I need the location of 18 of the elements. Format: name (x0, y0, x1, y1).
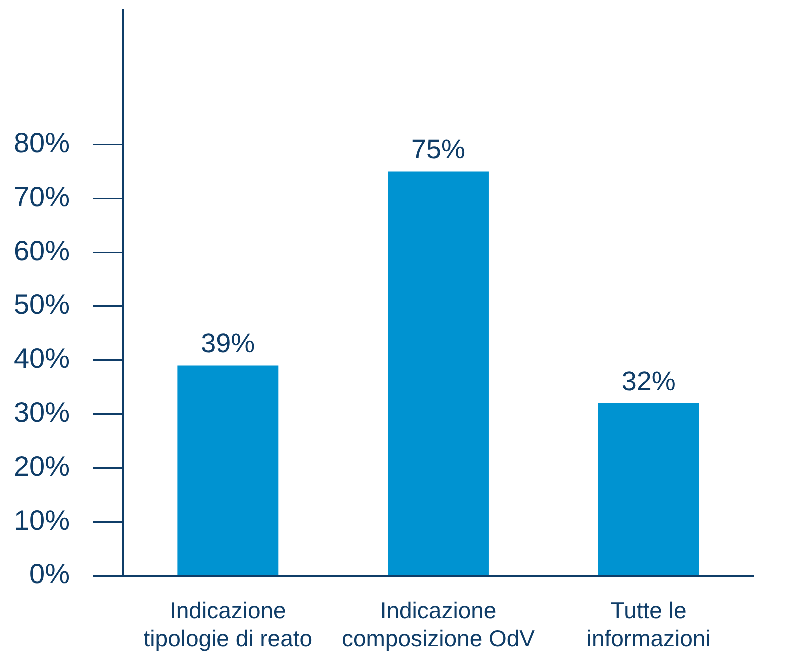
data-label: 32% (622, 366, 676, 396)
x-tick-label: Indicazione composizione OdV (342, 597, 536, 652)
x-tick-label: Indicazione tipologie di reato (144, 597, 313, 652)
y-tick-label: 20% (14, 450, 70, 482)
y-tick-label: 30% (14, 397, 70, 428)
y-tick-label: 60% (14, 235, 70, 266)
y-tick-label: 40% (14, 343, 70, 374)
y-tick-label: 50% (14, 289, 70, 320)
x-tick-label: Tutte le informazioni (586, 597, 711, 652)
y-tick-label: 10% (14, 504, 70, 536)
data-label: 75% (411, 134, 466, 165)
bar (388, 172, 489, 576)
bar (598, 404, 700, 576)
data-label: 39% (201, 328, 256, 359)
y-tick-label: 80% (14, 127, 70, 158)
bar (178, 366, 279, 576)
y-tick-label: 0% (30, 558, 70, 590)
y-tick-label: 70% (14, 181, 70, 212)
